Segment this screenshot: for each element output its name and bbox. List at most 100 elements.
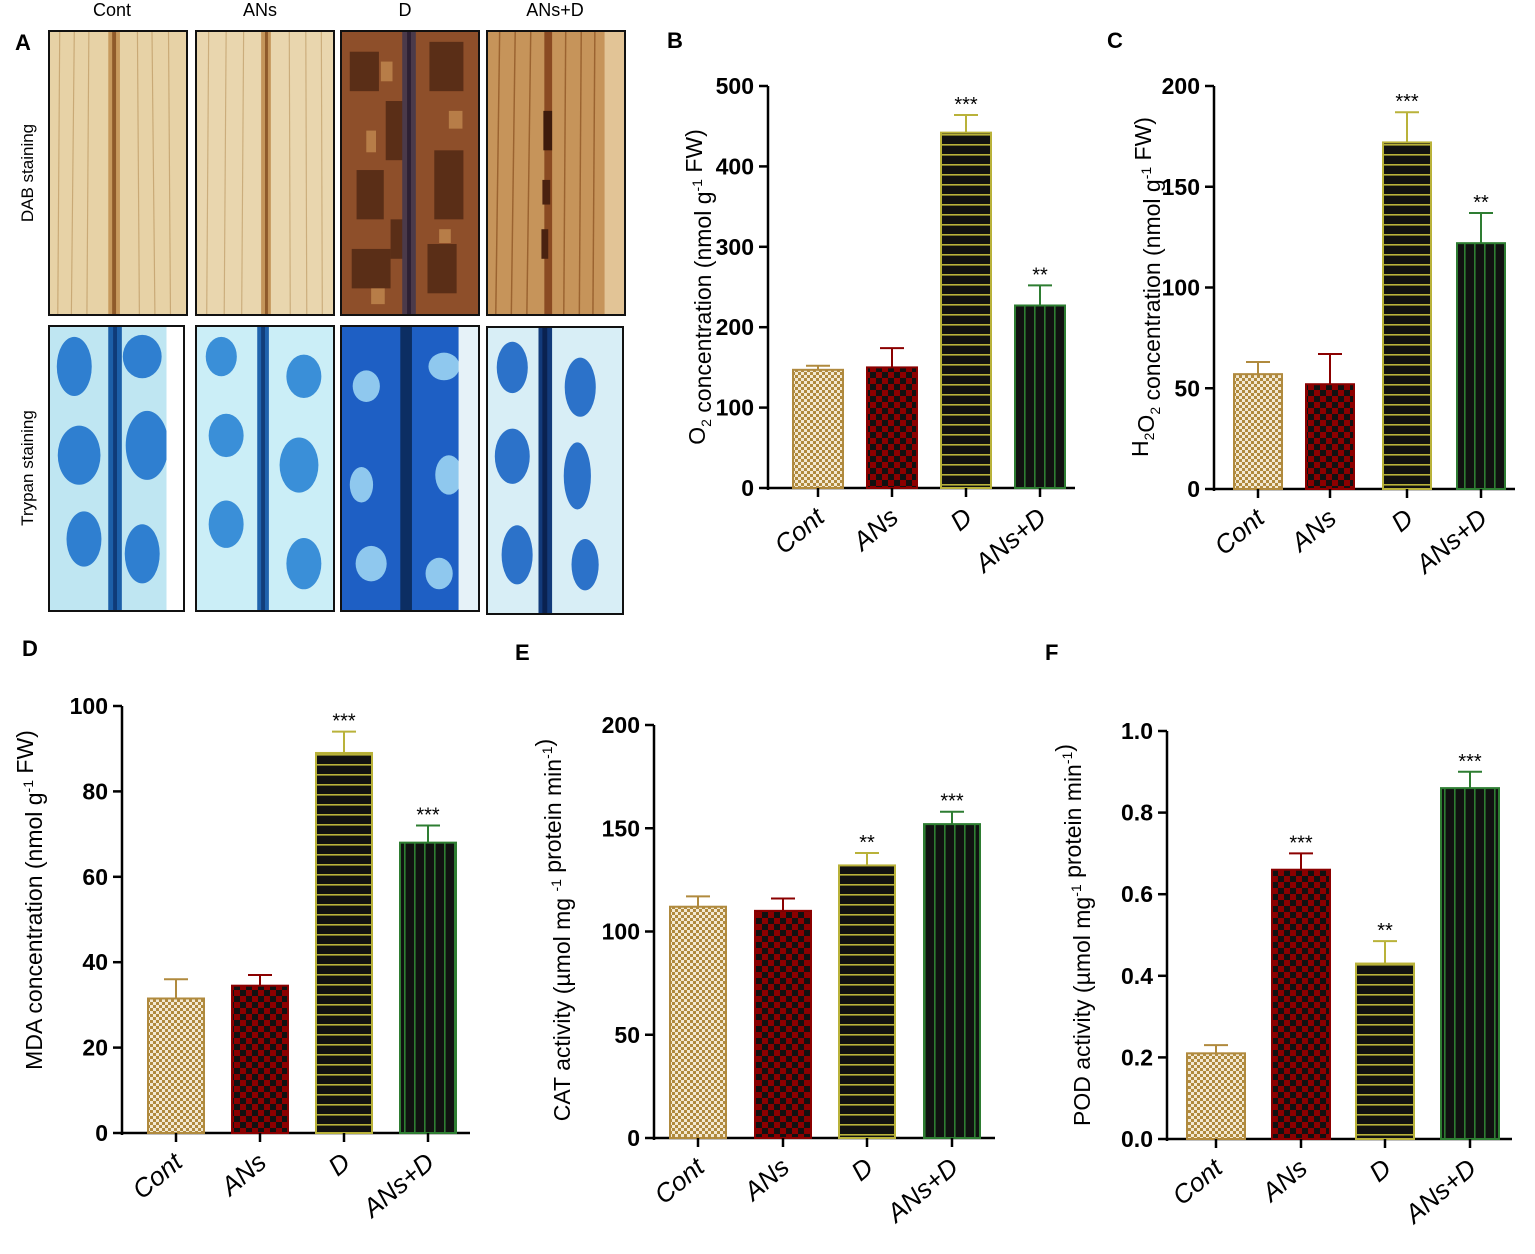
significance-label: *** — [940, 791, 964, 813]
y-tick-label: 100 — [70, 693, 108, 719]
y-axis-label: POD activity (µmol mg-1 protein min-1) — [1051, 744, 1095, 1126]
y-tick-label: 80 — [82, 778, 108, 804]
x-tick-label: D — [845, 1152, 879, 1187]
bar-ans-d — [1456, 242, 1506, 490]
y-tick-label: 0.4 — [1121, 963, 1153, 989]
y-tick-label: 0 — [627, 1125, 640, 1151]
trypan-image-ans — [195, 325, 335, 612]
panel-label-b: B — [667, 28, 683, 53]
x-tick-label: ANs+D — [355, 1147, 439, 1225]
x-tick-label: Cont — [1167, 1151, 1230, 1210]
significance-label: *** — [416, 805, 440, 827]
y-tick-label: 20 — [82, 1035, 108, 1061]
column-label-ans-d: ANs+D — [526, 0, 584, 20]
panel-label-c: C — [1107, 28, 1123, 53]
x-tick-label: ANs — [736, 1152, 794, 1208]
significance-label: *** — [332, 711, 356, 733]
bar-cont — [1233, 373, 1283, 490]
significance-label: *** — [1395, 91, 1419, 113]
trypan-image-d — [340, 325, 480, 612]
y-tick-label: 0.8 — [1121, 800, 1153, 826]
y-tick-label: 50 — [614, 1022, 640, 1048]
significance-label: ** — [859, 832, 875, 854]
x-tick-label: ANs+D — [967, 502, 1051, 580]
bar-ans — [754, 909, 812, 1139]
significance-label: *** — [954, 94, 978, 116]
trypan-image-cont — [48, 325, 185, 612]
y-axis-label: CAT activity (µmol mg -1 protein min-1) — [531, 739, 575, 1121]
x-tick-label: D — [1363, 1153, 1397, 1188]
trypan-image-ans-d — [486, 326, 624, 615]
x-tick-label: ANs+D — [1397, 1153, 1481, 1231]
y-tick-label: 0 — [741, 475, 754, 501]
x-tick-label: ANs+D — [1408, 503, 1492, 581]
y-tick-label: 60 — [82, 864, 108, 890]
panel-label-f: F — [1045, 640, 1058, 665]
y-tick-label: 100 — [1162, 275, 1200, 301]
bar-ans — [1305, 383, 1355, 490]
bar-ans — [866, 366, 918, 489]
dab-image-cont — [48, 30, 188, 316]
bar-ans — [231, 984, 289, 1134]
y-tick-label: 500 — [716, 73, 754, 99]
bar-cont — [147, 997, 205, 1134]
significance-label: ** — [1377, 920, 1393, 942]
bar-d — [1355, 962, 1415, 1140]
bar-d — [940, 131, 992, 490]
bar-d — [838, 864, 896, 1139]
y-axis-label: MDA concentration (nmol g-1 FW) — [12, 730, 47, 1070]
y-tick-label: 0.0 — [1121, 1126, 1153, 1152]
bar-ans-d — [399, 841, 457, 1134]
y-tick-label: 200 — [716, 314, 754, 340]
column-label-d: D — [398, 0, 412, 20]
x-tick-label: ANs — [213, 1147, 271, 1203]
dab-image-ans-d — [486, 30, 626, 316]
chart-panel-b: B 0 100 200 300 400 500 Cont ANs *** D ** ANs+D O2 co… — [667, 28, 1075, 579]
y-tick-label: 400 — [716, 153, 754, 179]
y-tick-label: 0 — [1187, 476, 1200, 502]
bar-cont — [792, 368, 844, 490]
x-tick-label: ANs — [845, 502, 903, 558]
significance-label: *** — [1289, 832, 1313, 854]
x-tick-label: Cont — [649, 1150, 712, 1209]
y-tick-label: 100 — [716, 395, 754, 421]
x-tick-label: D — [322, 1147, 356, 1182]
y-tick-label: 40 — [82, 949, 108, 975]
y-axis-label: O2 concentration (nmol g-1 FW) — [681, 129, 716, 445]
x-tick-label: Cont — [127, 1145, 190, 1204]
dab-image-d — [340, 30, 480, 316]
y-tick-label: 0 — [95, 1120, 108, 1146]
significance-label: ** — [1032, 264, 1048, 286]
chart-panel-c: C 0 50 100 150 200 Cont ANs *** D ** ANs+D H2O2 conc… — [1107, 28, 1515, 580]
bar-ans — [1271, 868, 1331, 1140]
bar-ans-d — [1014, 304, 1066, 489]
bar-d — [1382, 141, 1432, 490]
y-tick-label: 0.6 — [1121, 881, 1153, 907]
significance-label: *** — [1458, 751, 1482, 773]
bar-cont — [1186, 1052, 1246, 1140]
x-tick-label: D — [1385, 503, 1419, 538]
y-tick-label: 50 — [1174, 375, 1200, 401]
chart-panel-d: D 0 20 40 60 80 100 Cont ANs *** D *** ANs+D MDA conc… — [12, 636, 470, 1224]
y-axis-label: H2O2 concentration (nmol g-1 FW) — [1127, 117, 1165, 457]
y-tick-label: 100 — [602, 919, 640, 945]
bar-ans-d — [1440, 787, 1500, 1140]
panel-label-e: E — [515, 640, 530, 665]
panel-label-d: D — [22, 636, 38, 661]
y-tick-label: 200 — [602, 712, 640, 738]
x-tick-label: D — [944, 502, 978, 537]
significance-label: ** — [1473, 192, 1489, 214]
chart-panel-f: F 0.0 0.2 0.4 0.6 0.8 1.0 Cont *** ANs ** D *** ANs+D… — [1045, 640, 1512, 1230]
panel-label-a: A — [15, 30, 31, 55]
bar-d — [315, 751, 373, 1134]
y-tick-label: 300 — [716, 234, 754, 260]
chart-panel-e: E 0 50 100 150 200 Cont ANs ** D *** ANs+D CAT activ… — [515, 640, 995, 1229]
column-label-ans: ANs — [242, 0, 277, 20]
y-tick-label: 150 — [602, 815, 640, 841]
x-tick-label: Cont — [1209, 501, 1272, 560]
dab-image-ans — [195, 30, 335, 316]
x-tick-label: ANs+D — [879, 1152, 963, 1230]
x-tick-label: Cont — [769, 500, 832, 559]
bar-cont — [669, 905, 727, 1139]
